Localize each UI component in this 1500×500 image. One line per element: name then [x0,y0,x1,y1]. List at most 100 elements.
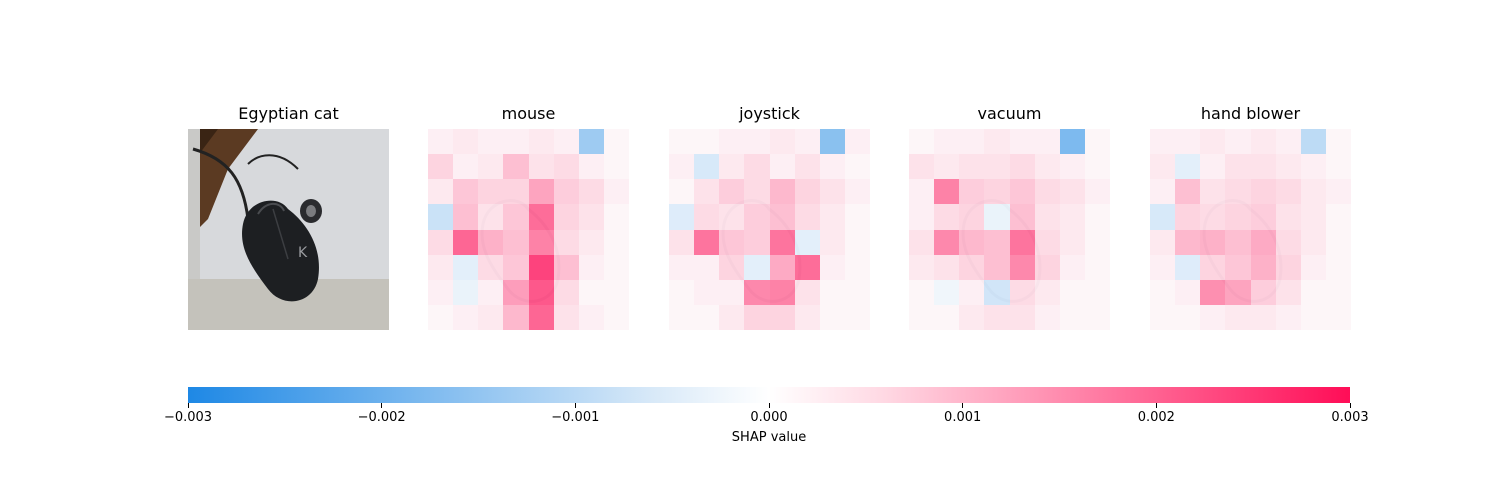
shap-cell [844,304,870,330]
shap-cell [603,279,629,305]
shap-cell [1225,154,1251,180]
shap-cell [553,229,579,255]
shap-cell [934,154,960,180]
shap-cell [1300,204,1326,230]
shap-cell [1084,229,1110,255]
shap-cell [1084,304,1110,330]
shap-cell [1034,204,1060,230]
shap-cell [719,304,745,330]
panel-title-hand-blower: hand blower [1200,104,1301,123]
shap-cell [1325,129,1351,155]
shap-cell [1275,129,1301,155]
shap-cell [744,129,770,155]
shap-cell [669,304,695,330]
shap-cell [1225,304,1251,330]
shap-cell [934,204,960,230]
shap-cell [1175,279,1201,305]
shap-cell [984,279,1010,305]
shap-cell [1034,254,1060,280]
shap-cell [1225,254,1251,280]
shap-cell [959,254,985,280]
shap-cell [503,204,529,230]
shap-cell [1250,304,1276,330]
colorbar-tick-label: −0.001 [551,410,600,425]
shap-cell [1200,279,1226,305]
colorbar-tick-label: 0.000 [750,410,788,425]
shap-cell [1150,304,1176,330]
shap-cell [1200,254,1226,280]
shap-cell [909,179,935,205]
shap-cell [1084,254,1110,280]
shap-panel-vacuum [909,129,1110,330]
shap-cell [578,304,604,330]
shap-cell [1200,204,1226,230]
shap-cell [503,154,529,180]
shap-cell [794,129,820,155]
shap-cell [1175,304,1201,330]
shap-cell [603,304,629,330]
shap-cell [1084,129,1110,155]
shap-cell [528,229,554,255]
panel-title-joystick: joystick [739,104,800,123]
shap-cell [478,229,504,255]
shap-cell [453,279,479,305]
shap-cell [934,254,960,280]
shap-cell [959,304,985,330]
shap-cell [428,129,454,155]
shap-cell [603,254,629,280]
shap-panel-hand-blower [1150,129,1351,330]
shap-cell [769,279,795,305]
shap-cell [528,279,554,305]
shap-cell [453,254,479,280]
shap-cell [1275,254,1301,280]
shap-cell [1275,229,1301,255]
colorbar-tick-label: −0.002 [357,410,406,425]
shap-cell [1175,229,1201,255]
shap-cell [428,229,454,255]
colorbar-tick-label: 0.002 [1137,410,1175,425]
shap-cell [578,279,604,305]
shap-cell [1250,154,1276,180]
shap-cell [1225,204,1251,230]
shap-cell [669,229,695,255]
shap-cell [1009,129,1035,155]
shap-cell [428,279,454,305]
panel-title-mouse: mouse [501,104,556,123]
shap-cell [769,304,795,330]
shap-cell [1225,279,1251,305]
shap-cell [719,254,745,280]
shap-cell [1034,179,1060,205]
shap-cell [794,254,820,280]
shap-cell [819,304,845,330]
shap-cell [694,179,720,205]
shap-panel-mouse [428,129,629,330]
shap-cell [1275,179,1301,205]
shap-cell [478,279,504,305]
shap-cell [1059,229,1085,255]
shap-cell [1175,254,1201,280]
shap-cell [478,129,504,155]
shap-cell [453,154,479,180]
shap-cell [1300,229,1326,255]
shap-cell [794,154,820,180]
shap-cell [453,204,479,230]
shap-cell [1009,154,1035,180]
shap-cell [453,229,479,255]
colorbar-tick-label: 0.001 [944,410,982,425]
shap-cell [819,154,845,180]
shap-panel-joystick [669,129,870,330]
shap-cell [984,254,1010,280]
shap-cell [934,279,960,305]
shap-cell [1275,304,1301,330]
shap-cell [578,154,604,180]
shap-cell [478,204,504,230]
shap-cell [1250,279,1276,305]
shap-cell [844,229,870,255]
shap-cell [769,179,795,205]
shap-cell [694,304,720,330]
shap-cell [794,304,820,330]
shap-cell [603,179,629,205]
shap-cell [694,279,720,305]
shap-cell [669,204,695,230]
shap-cell [1325,204,1351,230]
